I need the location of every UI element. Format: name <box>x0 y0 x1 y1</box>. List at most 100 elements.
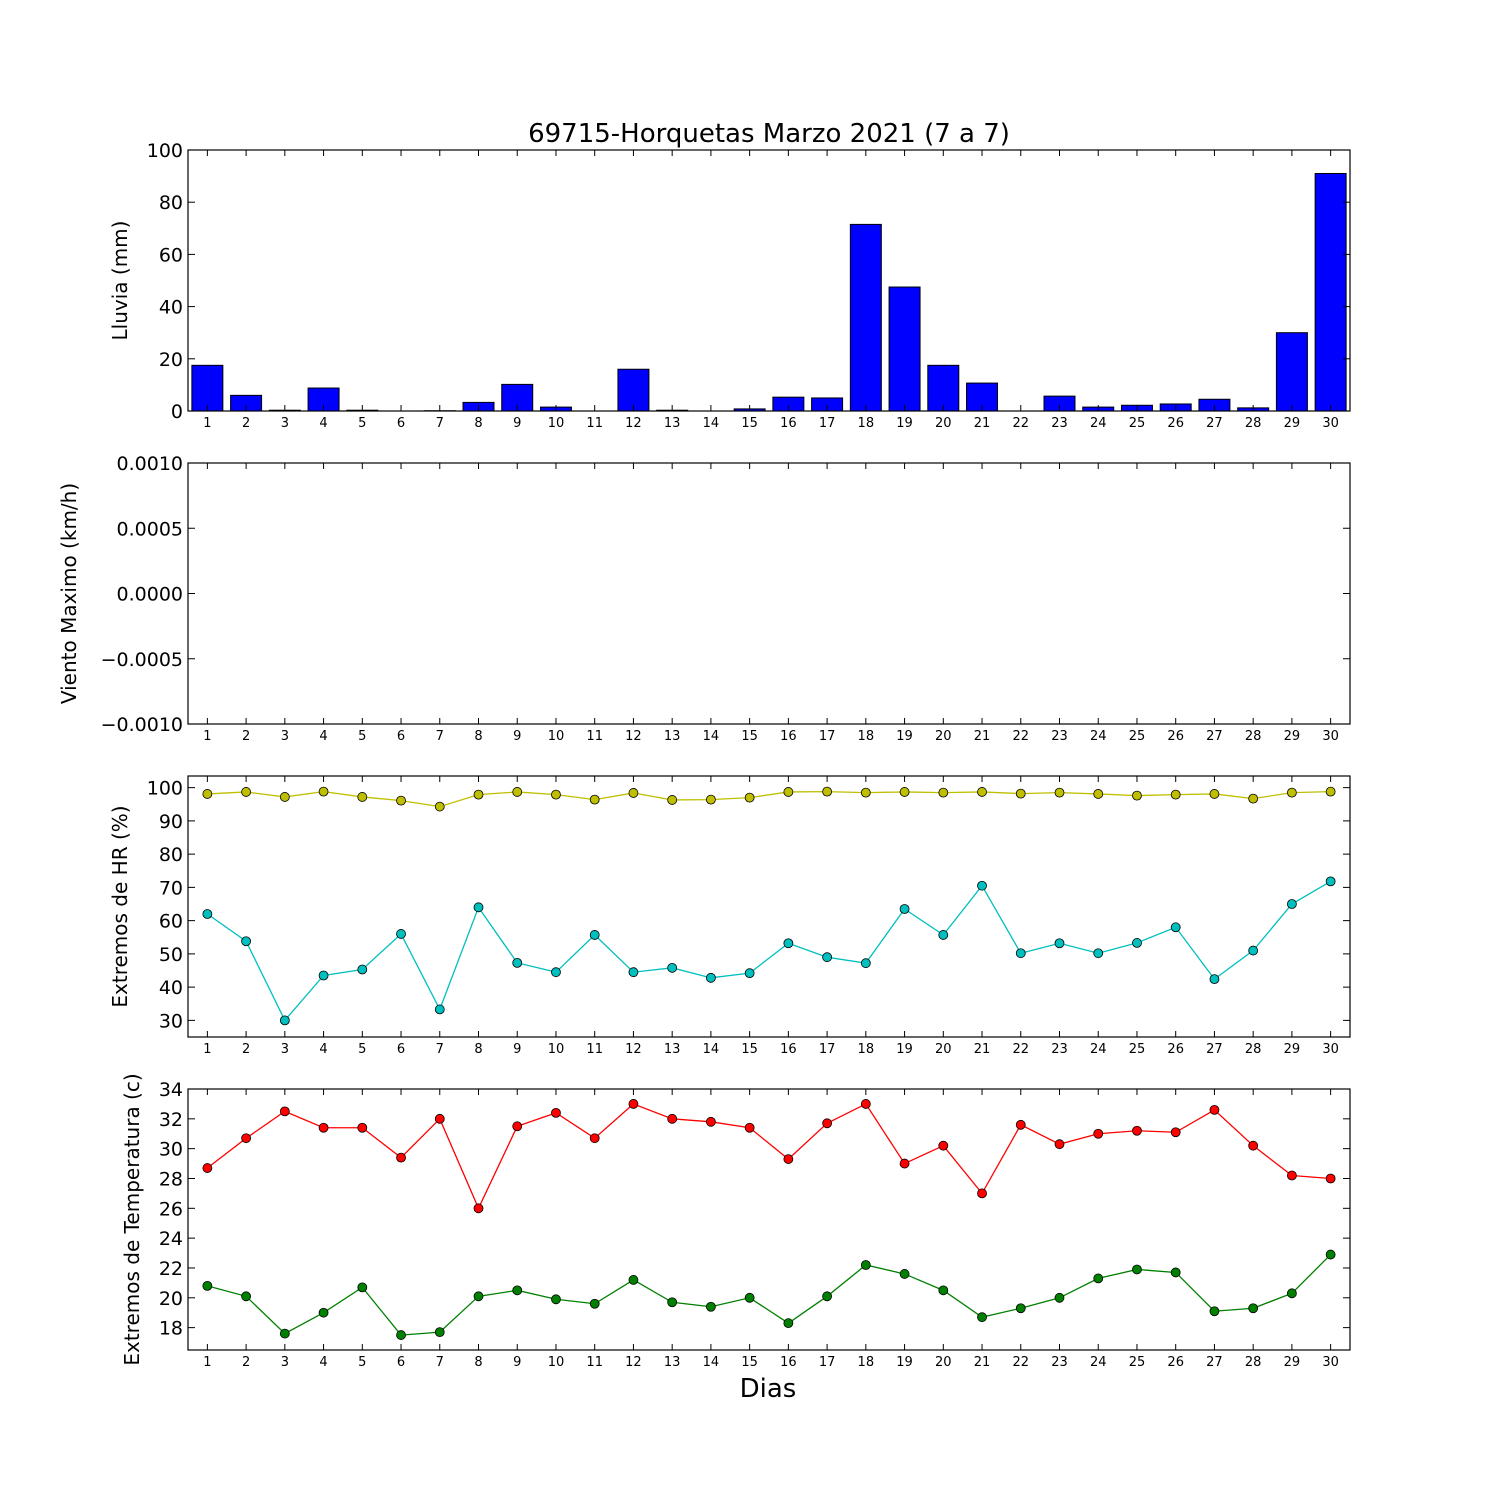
hr-max-point <box>318 786 329 797</box>
x-tick-label: 26 <box>1167 729 1184 744</box>
temp-min-point <box>396 1330 406 1340</box>
y-tick-label: 18 <box>159 1318 183 1340</box>
y-tick-label: 24 <box>159 1228 183 1250</box>
hr-max-point <box>473 789 484 800</box>
temp-min-point <box>1170 1267 1181 1278</box>
x-tick-label: 18 <box>858 729 875 744</box>
x-tick-label: 10 <box>548 416 565 431</box>
x-tick-label: 1 <box>203 416 211 431</box>
x-tick-label: 8 <box>474 1042 482 1057</box>
hr-min-point <box>899 904 910 914</box>
wind-ylabel: Viento Maximo (km/h) <box>57 483 81 704</box>
hr-max-point <box>589 794 600 805</box>
x-tick-label: 8 <box>474 729 482 744</box>
x-tick-label: 30 <box>1322 416 1339 431</box>
chart-title: 69715-Horquetas Marzo 2021 (7 a 7) <box>528 119 1010 149</box>
temp-max-point <box>977 1188 987 1199</box>
temp-min-line <box>207 1254 1332 1336</box>
x-tick-label: 10 <box>548 1042 565 1057</box>
x-tick-label: 17 <box>819 729 836 744</box>
temp-min-point <box>744 1292 755 1303</box>
x-tick-label: 14 <box>703 416 720 431</box>
x-tick-label: 12 <box>625 729 642 744</box>
hr-max-point <box>1015 788 1026 799</box>
y-tick-label: −0.0010 <box>101 714 183 736</box>
rain-bar <box>1314 172 1347 412</box>
hr-max-line <box>207 790 1331 808</box>
y-tick-label: 50 <box>159 944 183 966</box>
y-tick-label: 60 <box>159 911 183 933</box>
x-tick-label: 21 <box>974 1042 991 1057</box>
temp-max-point <box>318 1122 329 1133</box>
x-tick-label: 16 <box>780 416 797 431</box>
x-tick-label: 2 <box>242 1042 250 1057</box>
x-tick-label: 20 <box>935 729 952 744</box>
y-tick-label: 80 <box>159 844 183 866</box>
y-tick-label: 60 <box>159 244 183 266</box>
x-tick-label: 12 <box>625 1355 642 1370</box>
hr-min-point <box>1054 938 1065 949</box>
x-tick-label: 29 <box>1284 1042 1301 1057</box>
x-tick-label: 5 <box>358 416 366 431</box>
x-tick-label: 25 <box>1129 416 1146 431</box>
x-tick-label: 15 <box>741 1042 758 1057</box>
temp-min-point <box>589 1298 600 1309</box>
x-tick-label: 18 <box>858 416 875 431</box>
x-tick-label: 6 <box>397 416 405 431</box>
hr-min-point <box>318 970 329 981</box>
hr-min-point <box>512 957 523 968</box>
hr-min-point <box>357 964 368 975</box>
temp-min-point <box>1054 1292 1065 1303</box>
x-tick-label: 6 <box>397 729 405 744</box>
y-tick-label: 80 <box>159 192 183 214</box>
x-tick-label: 17 <box>819 1355 836 1370</box>
temp-min-point <box>551 1294 561 1305</box>
temp-max-point <box>396 1152 406 1163</box>
y-tick-label: 100 <box>147 778 183 800</box>
temp-max-point <box>938 1140 949 1151</box>
y-tick-label: 22 <box>159 1258 183 1280</box>
temp-max-point <box>628 1099 639 1109</box>
rain-bar <box>888 286 921 412</box>
y-tick-label: 0.0005 <box>117 518 183 540</box>
x-tick-label: 15 <box>741 1355 758 1370</box>
temp-max-point <box>667 1113 678 1124</box>
temp-max-point <box>202 1163 213 1173</box>
x-tick-label: 28 <box>1245 1355 1262 1370</box>
x-tick-label: 22 <box>1012 416 1029 431</box>
x-tick-label: 28 <box>1245 1042 1262 1057</box>
hr-min-point <box>744 968 755 979</box>
temperature-frame <box>187 1088 1351 1351</box>
x-tick-label: 27 <box>1206 1042 1223 1057</box>
hr-min-point <box>706 972 716 983</box>
temp-max-point <box>706 1116 716 1127</box>
rain-bar <box>927 364 960 412</box>
hr-max-point <box>396 795 406 806</box>
x-tick-label: 9 <box>513 416 521 431</box>
x-tick-label: 25 <box>1129 1042 1146 1057</box>
rain-bar <box>617 368 650 412</box>
x-tick-label: 3 <box>281 1355 289 1370</box>
hr-min-point <box>1170 922 1181 933</box>
hr-max-point <box>202 789 213 799</box>
x-tick-label: 26 <box>1167 1042 1184 1057</box>
hr-max-point <box>706 794 716 805</box>
x-tick-label: 24 <box>1090 729 1107 744</box>
hr-min-point <box>860 958 871 969</box>
temp-max-point <box>1170 1127 1181 1138</box>
hr-min-point <box>1093 948 1104 959</box>
x-tick-label: 21 <box>974 416 991 431</box>
hr-max-point <box>551 789 561 800</box>
x-tick-label: 16 <box>780 729 797 744</box>
x-tick-label: 9 <box>513 729 521 744</box>
rain-ylabel: Lluvia (mm) <box>108 221 132 341</box>
x-tick-label: 27 <box>1206 1355 1223 1370</box>
temperature-marks <box>202 1099 1336 1340</box>
temp-max-point <box>1132 1125 1142 1136</box>
x-tick-label: 5 <box>358 729 366 744</box>
temp-min-point <box>1325 1249 1336 1260</box>
